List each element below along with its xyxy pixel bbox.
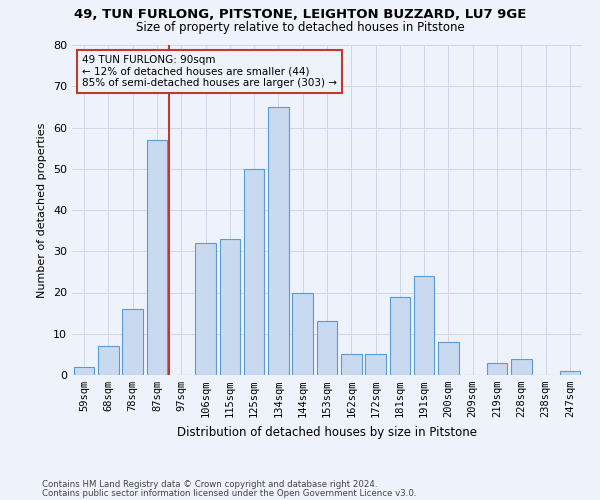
Bar: [146, 140, 167, 375]
Bar: [414, 276, 434, 375]
Bar: [389, 296, 410, 375]
Bar: [268, 107, 289, 375]
Bar: [74, 367, 94, 375]
Bar: [98, 346, 119, 375]
Text: 49, TUN FURLONG, PITSTONE, LEIGHTON BUZZARD, LU7 9GE: 49, TUN FURLONG, PITSTONE, LEIGHTON BUZZ…: [74, 8, 526, 20]
Bar: [244, 169, 265, 375]
Text: Contains public sector information licensed under the Open Government Licence v3: Contains public sector information licen…: [42, 488, 416, 498]
Bar: [487, 362, 508, 375]
Text: Size of property relative to detached houses in Pitstone: Size of property relative to detached ho…: [136, 21, 464, 34]
Bar: [292, 292, 313, 375]
X-axis label: Distribution of detached houses by size in Pitstone: Distribution of detached houses by size …: [177, 426, 477, 438]
Bar: [195, 243, 216, 375]
Bar: [560, 371, 580, 375]
Bar: [438, 342, 459, 375]
Bar: [365, 354, 386, 375]
Bar: [122, 309, 143, 375]
Text: 49 TUN FURLONG: 90sqm
← 12% of detached houses are smaller (44)
85% of semi-deta: 49 TUN FURLONG: 90sqm ← 12% of detached …: [82, 55, 337, 88]
Y-axis label: Number of detached properties: Number of detached properties: [37, 122, 47, 298]
Text: Contains HM Land Registry data © Crown copyright and database right 2024.: Contains HM Land Registry data © Crown c…: [42, 480, 377, 489]
Bar: [341, 354, 362, 375]
Bar: [317, 322, 337, 375]
Bar: [511, 358, 532, 375]
Bar: [220, 239, 240, 375]
